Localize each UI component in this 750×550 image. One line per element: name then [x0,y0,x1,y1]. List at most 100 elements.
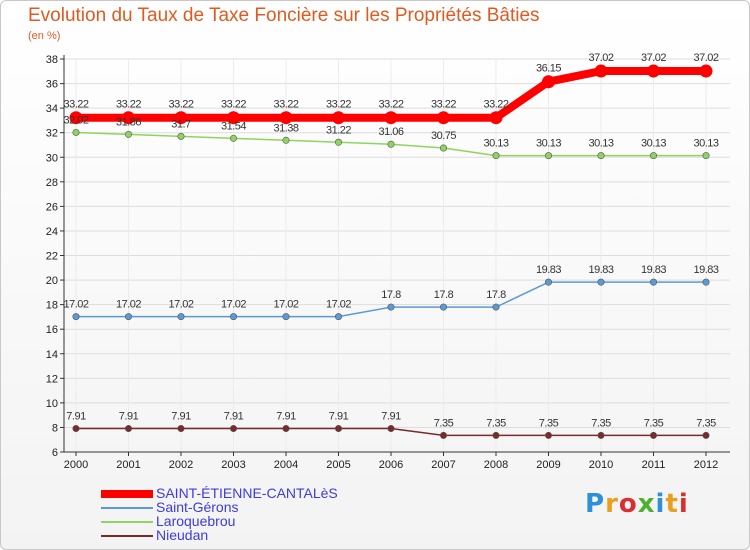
data-label: 37.02 [641,52,666,64]
x-tick-label: 2004 [274,459,298,471]
data-label: 19.83 [693,264,718,276]
x-tick-label: 2006 [379,459,403,471]
data-point [649,152,657,160]
data-label: 33.22 [431,99,456,111]
data-label: 19.83 [588,264,613,276]
data-label: 17.8 [381,289,401,301]
data-label: 30.13 [483,138,508,150]
data-point [72,425,80,433]
data-label: 33.22 [326,99,351,111]
data-point [177,132,185,140]
data-label: 7.35 [486,417,506,429]
data-label: 37.02 [588,52,613,64]
data-point [542,75,555,89]
data-label: 7.91 [119,411,139,423]
y-tick-label: 8 [52,422,58,434]
data-label: 17.02 [63,299,88,311]
y-tick-label: 14 [46,349,58,361]
y-tick-label: 34 [46,103,58,115]
x-tick-label: 2012 [694,459,718,471]
proxiti-logo: Proxiti [585,489,689,519]
y-tick-label: 24 [46,226,58,238]
data-point [174,111,188,125]
data-point [544,152,552,160]
data-label: 31.7 [171,118,191,130]
data-point [437,111,450,125]
data-label: 17.02 [221,299,246,311]
data-point [227,111,240,125]
logo-letter: x [637,489,656,519]
data-point [597,152,605,160]
x-tick-label: 2010 [589,459,613,471]
data-point [702,152,710,160]
data-label: 17.02 [326,299,351,311]
legend-label: Nieudan [156,527,209,543]
data-point [230,134,238,142]
y-tick-label: 18 [46,300,58,312]
y-tick-label: 20 [46,275,58,287]
data-label: 30.75 [431,130,456,142]
data-point [230,313,238,321]
data-point [282,425,290,433]
y-tick-label: 38 [46,54,58,66]
logo-letter: i [678,489,689,519]
x-tick-label: 2003 [221,459,245,471]
data-point [282,313,290,321]
data-point [439,303,447,311]
x-tick-label: 2005 [326,459,350,471]
data-point [649,278,657,286]
data-point [387,303,395,311]
data-label: 31.86 [116,116,141,128]
data-label: 7.35 [434,417,454,429]
data-point [702,278,710,286]
data-point [492,303,500,311]
data-label: 31.38 [273,122,298,134]
data-point [72,313,80,321]
data-point [125,130,133,138]
data-point [69,111,83,125]
data-label: 33.22 [378,99,403,111]
data-label: 37.02 [693,52,718,64]
data-label: 7.91 [276,411,296,423]
data-label: 7.35 [696,417,716,429]
data-point [334,138,342,146]
data-label: 17.02 [168,299,193,311]
data-label: 17.02 [116,299,141,311]
data-point [439,431,447,439]
data-point [72,128,80,136]
legend-swatch [101,490,153,498]
data-label: 7.91 [329,411,349,423]
x-tick-label: 2008 [484,459,508,471]
data-point [125,425,133,433]
data-label: 36.15 [536,63,561,75]
legend-swatch [101,521,153,523]
data-label: 17.8 [434,289,454,301]
y-tick-label: 36 [46,79,58,91]
data-label: 31.54 [221,120,246,132]
data-point [544,278,552,286]
data-label: 31.06 [378,126,403,138]
x-tick-label: 2002 [169,459,193,471]
data-point [122,111,135,125]
data-label: 19.83 [536,264,561,276]
data-label: 7.91 [381,411,401,423]
logo-letter: r [605,489,619,519]
logo-letter: t [665,489,679,519]
data-point [489,111,503,125]
chart-title: Evolution du Taux de Taxe Foncière sur l… [28,5,540,26]
data-label: 7.91 [171,411,191,423]
data-label: 30.13 [588,138,613,150]
x-tick-label: 2007 [431,459,455,471]
legend-swatch [101,507,153,509]
x-tick-label: 2001 [116,459,140,471]
data-label: 17.02 [273,299,298,311]
data-point [492,431,500,439]
data-point [282,136,290,144]
data-point [597,431,605,439]
data-label: 33.22 [116,99,141,111]
legend-swatch [101,535,153,537]
y-tick-label: 6 [52,447,58,459]
legend-label: SAINT-ÉTIENNE-CANTALèS [156,485,338,501]
